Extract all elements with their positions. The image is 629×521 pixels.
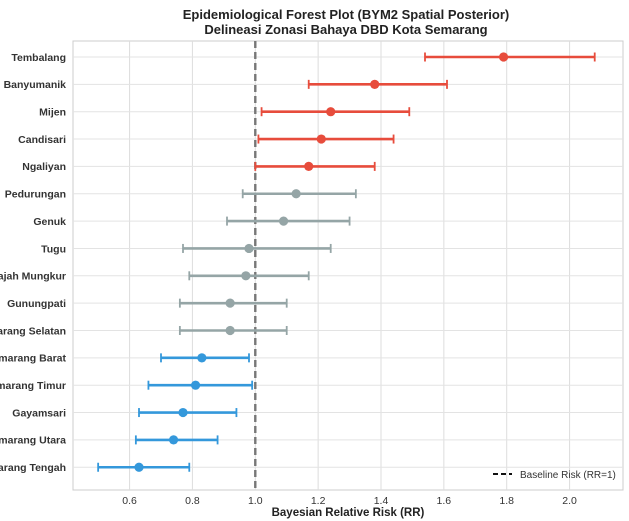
category-label: Tugu xyxy=(41,243,66,255)
x-axis-label: Bayesian Relative Risk (RR) xyxy=(272,507,425,519)
data-layer xyxy=(97,52,596,472)
category-label: Tembalang xyxy=(11,52,66,64)
rr-point xyxy=(278,216,289,226)
category-labels: Tembalang Banyumanik Mijen Candisari Ngaliya… xyxy=(0,52,66,474)
rr-point xyxy=(244,243,254,254)
grid xyxy=(73,41,623,490)
x-tick-label: 2.0 xyxy=(562,495,577,507)
plot-frame xyxy=(72,40,624,491)
rr-point xyxy=(225,298,235,308)
category-label: Gayamsari xyxy=(12,407,66,419)
category-label: Semarang Selatan xyxy=(0,325,66,337)
chart-title: Epidemiological Forest Plot (BYM2 Spatia… xyxy=(183,7,510,22)
x-tick-label: 1.8 xyxy=(499,495,514,507)
rr-point xyxy=(241,271,251,281)
category-label: Candisari xyxy=(18,134,66,146)
rr-point xyxy=(168,435,179,445)
category-label: Semarang Barat xyxy=(0,353,66,365)
category-label: Gunungpati xyxy=(7,298,66,310)
rr-point xyxy=(304,161,314,171)
rr-point xyxy=(370,79,380,89)
rr-point xyxy=(178,407,188,418)
category-label: Ngaliyan xyxy=(22,161,66,173)
rr-point xyxy=(190,380,201,390)
x-tick-label: 1.2 xyxy=(311,495,326,507)
rr-point xyxy=(197,353,207,363)
category-label: Mijen xyxy=(39,107,66,119)
category-label: Pedurungan xyxy=(5,189,66,201)
x-tick-label: 1.4 xyxy=(374,495,389,507)
category-label: Banyumanik xyxy=(4,79,67,91)
x-tick-label: 1.6 xyxy=(437,495,452,507)
x-tick-label: 0.8 xyxy=(185,495,200,507)
rr-point xyxy=(326,107,336,117)
rr-point xyxy=(134,462,144,472)
rr-point xyxy=(316,134,326,144)
x-tick-label: 1.0 xyxy=(248,495,263,507)
category-label: Semarang Tengah xyxy=(0,462,66,474)
rr-point xyxy=(225,325,235,336)
legend-label: Baseline Risk (RR=1) xyxy=(520,470,616,481)
legend: Baseline Risk (RR=1) xyxy=(493,470,616,481)
rr-point xyxy=(498,52,509,62)
x-tick-label: 0.6 xyxy=(122,495,137,507)
category-label: Genuk xyxy=(33,216,66,228)
category-label: Gajah Mungkur xyxy=(0,271,66,283)
category-label: Semarang Utara xyxy=(0,435,66,447)
rr-point xyxy=(291,189,301,199)
category-label: Semarang Timur xyxy=(0,380,66,392)
x-tick-labels: 0.6 0.8 1.0 1.2 1.4 1.6 1.8 2.0 xyxy=(122,495,577,507)
chart-subtitle: Delineasi Zonasi Bahaya DBD Kota Semaran… xyxy=(204,22,487,37)
